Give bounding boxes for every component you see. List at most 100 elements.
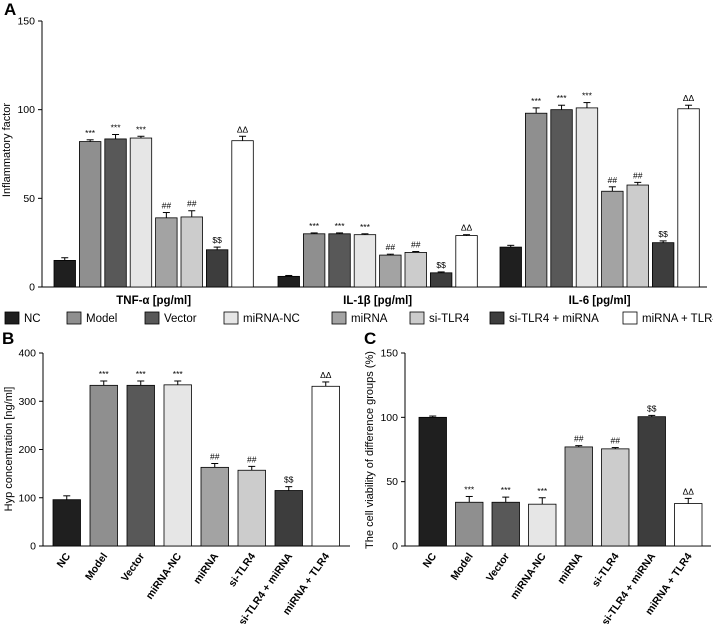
panel-a-y-tick-label: 50 — [23, 193, 35, 205]
panel-a-bar — [328, 233, 351, 288]
panel-c-bar — [637, 416, 666, 547]
panel-a-significance-label: $$ — [658, 229, 668, 239]
panel-a-significance-label: *** — [531, 96, 542, 106]
panel-b-x-tick-label: si-TLR4 — [226, 551, 258, 590]
panel-a-legend: NC Model Vector miRNA-NC miRNA si-TLR4 si-TLR4… — [4, 311, 713, 325]
panel-b: B Hyp concentration [ng/ml] 0 100 200 300 40… — [2, 329, 350, 624]
legend-label: si-TLR4 + miRNA — [509, 313, 599, 325]
panel-a-significance-label: ## — [411, 240, 421, 250]
panel-a-significance-label: ## — [608, 175, 618, 185]
panel-a-letter: A — [4, 0, 16, 19]
panel-a-y-axis-title: Inflammatory factor — [1, 103, 13, 197]
panel-b-y-tick-label: 400 — [18, 348, 36, 360]
panel-c-y-tick-label: 50 — [386, 476, 398, 488]
panel-a-bar — [180, 216, 203, 288]
panel-c-bar — [455, 501, 484, 547]
panel-a-significance-label: ## — [162, 201, 172, 211]
panel-a-group-label: IL-1β [pg/ml] — [343, 295, 412, 307]
panel-a-significance-label: *** — [360, 222, 371, 232]
panel-b-significance-label: $$ — [284, 475, 294, 485]
panel-c-y-tick-label: 100 — [380, 412, 398, 424]
panel-b-significance-label: ## — [210, 451, 220, 461]
panel-a-bar — [626, 184, 649, 288]
panel-a-significance-label: *** — [309, 221, 320, 231]
panel-a-bar — [231, 140, 254, 288]
panel-b-x-tick-label: miRNA — [191, 551, 221, 587]
panel-c-bar — [528, 503, 557, 547]
panel-a-significance-label: *** — [335, 221, 346, 231]
panel-a-significance-label: ## — [187, 199, 197, 209]
panel-a-significance-label: $$ — [212, 235, 222, 245]
panel-a-bar — [550, 109, 573, 288]
panel-b-x-tick-label: miRNA-NC — [144, 551, 185, 602]
legend-label: miRNA + TLR4 — [642, 313, 713, 325]
panel-b-bar — [126, 384, 155, 547]
panel-a-group-labels: TNF-α [pg/ml] IL-1β [pg/ml] IL-6 [pg/ml] — [116, 295, 631, 307]
panel-a-bar — [525, 112, 548, 288]
panel-c-y-axis-title: The cell viability of difference groups … — [364, 351, 376, 549]
panel-b-x-tick-label: Model — [83, 551, 110, 583]
panel-a-bar — [455, 235, 478, 288]
panel-a-significance-label: $$ — [436, 260, 446, 270]
legend-label: Model — [86, 313, 117, 325]
panel-b-bar — [163, 384, 192, 547]
panel-a-group-label: TNF-α [pg/ml] — [116, 295, 191, 307]
panel-c-y-tick-label: 0 — [392, 541, 398, 553]
panel-b-significance-label: *** — [173, 369, 184, 379]
panel-a-significance-label: ## — [633, 170, 643, 180]
panel-a-y-tick-label: 150 — [17, 16, 35, 28]
panel-a-y-tick-label: 0 — [29, 282, 35, 294]
panel-a-bar — [575, 107, 599, 288]
panel-c-x-tick-label: Vector — [484, 551, 512, 584]
panel-b-bar — [52, 499, 81, 547]
panel-a-bar — [601, 190, 624, 288]
panel-b-bar — [311, 385, 340, 547]
panel-c-x-tick-label: NC — [421, 551, 440, 571]
panel-c-significance-label: *** — [464, 484, 475, 494]
panel-b-bar — [274, 490, 303, 547]
panel-c-bar — [564, 446, 593, 547]
panel-c-x-tick-label: Model — [448, 551, 475, 583]
legend-swatch — [489, 311, 505, 325]
legend-label: miRNA — [351, 313, 388, 325]
panel-c-significance-label: ## — [574, 434, 584, 444]
panel-c-bar — [418, 416, 447, 547]
panel-a-bar — [277, 275, 300, 288]
panel-a-bar — [499, 246, 522, 288]
legend-swatch — [223, 311, 239, 325]
legend-swatch — [409, 311, 425, 325]
panel-c-bars: NC *** Model *** Vector *** miRNA-NC ## miRNA ## s… — [418, 403, 703, 624]
panel-a-bar — [205, 249, 229, 288]
panel-c-bar — [674, 503, 703, 547]
panel-a-bar — [129, 137, 153, 288]
panel-a-bar — [429, 272, 453, 288]
panel-a-bars: *** *** *** ## ## $$ ΔΔ *** *** *** ## ## $$ ΔΔ *** ***… — [53, 91, 700, 288]
panel-a-significance-label: *** — [85, 128, 96, 138]
panel-a-significance-label: ## — [386, 242, 396, 252]
panel-c-significance-label: ## — [611, 436, 621, 446]
panel-c-bar — [491, 501, 520, 547]
panel-c-significance-label: *** — [501, 485, 512, 495]
panel-a-bar — [302, 233, 326, 288]
panel-a-bar — [155, 217, 178, 288]
panel-c-y-tick-label: 150 — [380, 348, 398, 360]
legend-swatch — [4, 311, 20, 325]
legend-swatch — [622, 311, 638, 325]
panel-a-bar — [353, 234, 377, 288]
panel-a-bar — [79, 141, 102, 288]
panel-a-bar — [104, 138, 127, 288]
legend-swatch — [144, 311, 160, 325]
panel-b-bar — [200, 466, 229, 547]
panel-a-group-label: IL-6 [pg/ml] — [569, 295, 631, 307]
panel-b-letter: B — [2, 329, 14, 348]
panel-a-significance-label: ΔΔ — [237, 124, 249, 134]
panel-b-y-axis-title: Hyp concentration [ng/ml] — [3, 387, 15, 512]
panel-a-significance-label: *** — [582, 91, 593, 101]
panel-b-significance-label: *** — [99, 369, 110, 379]
panel-c-bar — [601, 448, 630, 547]
legend-swatch — [66, 311, 82, 325]
panel-a-significance-label: ΔΔ — [683, 93, 695, 103]
legend-swatch — [331, 311, 347, 325]
panel-b-y-tick-label: 300 — [18, 396, 36, 408]
